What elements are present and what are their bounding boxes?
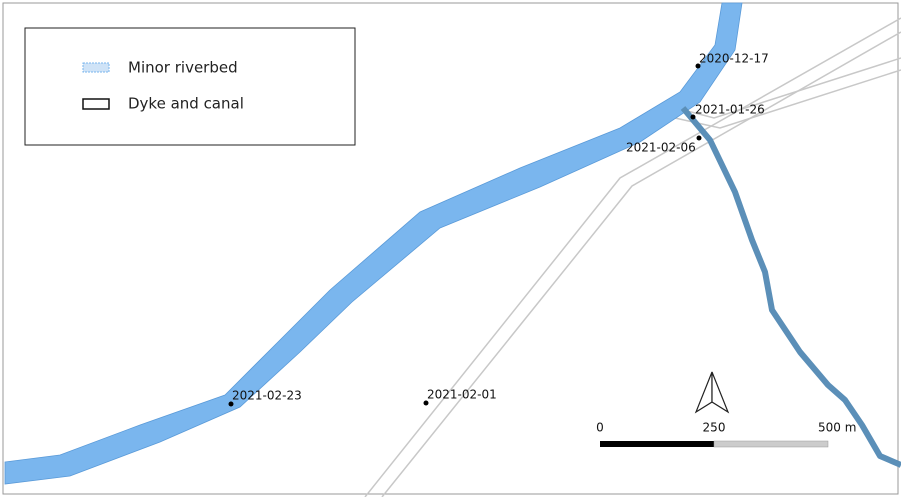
canal [680,106,901,468]
point [696,135,702,141]
scale-bar-segment [713,440,829,448]
point [695,63,701,69]
legend-swatch [82,98,110,110]
point [228,401,234,407]
scale-label: 250 [703,421,726,435]
scale-label: 0 [596,421,604,435]
point-label: 2020-12-17 [699,52,769,66]
point-label: 2021-01-26 [695,103,765,117]
point-label: 2021-02-01 [427,388,497,402]
scale-bar-segment [600,441,714,447]
point [423,400,429,406]
dykes [364,17,901,498]
dyke-line [674,69,901,129]
dyke-line [364,17,901,498]
legend-swatch [82,62,110,73]
dyke-line [381,31,901,498]
legend-label: Minor riverbed [128,59,238,77]
legend-box [24,27,356,146]
scale-label: 500 m [818,421,856,435]
minor-riverbed [4,2,743,485]
point-label: 2021-02-06 [626,141,696,155]
point [690,114,696,120]
legend-label: Dyke and canal [128,95,244,113]
north-arrow [694,371,730,414]
point-label: 2021-02-23 [232,389,302,403]
